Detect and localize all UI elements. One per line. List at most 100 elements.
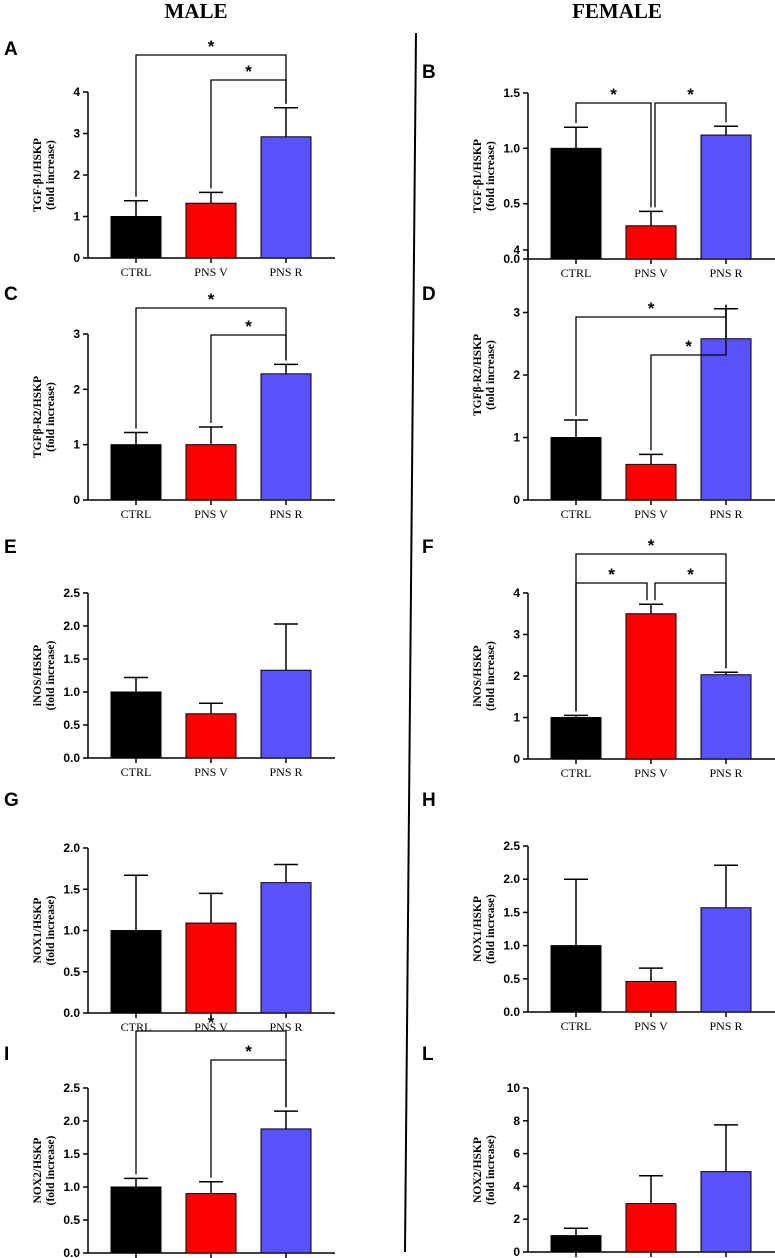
bar-pns-v <box>185 202 237 259</box>
y-tick-label: 1.0 <box>63 924 80 938</box>
significance-bracket <box>135 307 287 429</box>
significance-bracket <box>210 334 287 423</box>
y-tick-label: 0.5 <box>63 1213 80 1227</box>
x-tick-label: PNS V <box>194 765 228 779</box>
y-tick-label: 2.0 <box>63 1114 80 1128</box>
y-tick-label: 2 <box>73 168 80 182</box>
bar-pns-v <box>625 463 677 501</box>
y-tick-label: 0 <box>73 493 80 507</box>
y-tick-label: 2.5 <box>503 839 520 853</box>
panel-f: F 0 1 2 3 4 iNOS/HSKP (fold increase) CTRL PNS V P… <box>422 536 775 780</box>
x-tick-label: PNS R <box>269 507 302 521</box>
y-tick-label: 2.0 <box>63 841 80 855</box>
bar-pns-v <box>625 613 677 760</box>
panel-d: D 0 1 2 3 4 TGFβ-R2/HSKP (fold increase) CTRL PNS… <box>422 243 775 521</box>
y-axis-label: NOX1/HSKP <box>32 898 44 964</box>
bar-ctrl <box>110 1186 162 1254</box>
significance-star: * <box>648 299 655 318</box>
y-tick-label: 4 <box>513 586 520 600</box>
y-tick-label: 1.5 <box>63 882 80 896</box>
y-tick-label: 0.5 <box>503 972 520 986</box>
y-tick-label: 2 <box>513 669 520 683</box>
significance-bracket <box>654 582 727 669</box>
y-tick-label: 3 <box>73 127 80 141</box>
x-tick-label: CTRL <box>561 1019 592 1033</box>
y-tick-label: 3 <box>513 628 520 642</box>
bar-pns-r <box>700 674 752 760</box>
y-axis-label: (fold increase) <box>45 640 57 710</box>
significance-star: * <box>608 565 615 584</box>
y-tick-label: 2.5 <box>63 586 80 600</box>
bar-pns-r <box>700 134 752 260</box>
bar-pns-r <box>260 1128 312 1254</box>
bar-pns-r <box>260 136 312 259</box>
y-axis-label: (fold increase) <box>485 141 497 211</box>
y-tick-label: 2 <box>513 368 520 382</box>
y-tick-label: 8 <box>513 1114 520 1128</box>
bar-pns-v <box>625 980 677 1013</box>
x-tick-label: CTRL <box>561 266 592 280</box>
bar-ctrl <box>110 216 162 259</box>
y-tick-label: 4 <box>73 85 80 99</box>
y-tick-label: 0 <box>73 251 80 265</box>
y-tick-label: 4 <box>513 1179 520 1193</box>
y-axis-label: (fold increase) <box>45 382 57 452</box>
panel-e: E 0.0 0.5 1.0 1.5 2.0 2.5 iNOS/HSKP (fold increa… <box>4 537 335 779</box>
x-tick-label: CTRL <box>121 507 152 521</box>
bar-ctrl <box>110 691 162 759</box>
panel-letter: D <box>422 284 436 305</box>
bar-ctrl <box>550 945 602 1013</box>
y-tick-label: 0 <box>513 752 520 766</box>
panel-letter: B <box>422 62 436 83</box>
y-axis-label: NOX2/HSKP <box>32 1138 44 1204</box>
y-tick-label: 1 <box>513 711 520 725</box>
panel-h: H 0.0 0.5 1.0 1.5 2.0 2.5 NOX1/HSKP (fold increa… <box>422 790 775 1033</box>
x-tick-label: PNS V <box>194 265 228 279</box>
y-axis-label: NOX2/HSKP <box>472 1137 484 1203</box>
y-axis-label: (fold increase) <box>485 1135 497 1205</box>
panel-letter: H <box>422 790 436 811</box>
panel-letter: F <box>422 537 434 558</box>
y-tick-label: 3 <box>513 306 520 320</box>
y-tick-label: 1 <box>73 438 80 452</box>
y-axis-label: NOX1/HSKP <box>472 896 484 962</box>
x-tick-label: CTRL <box>121 765 152 779</box>
y-tick-label: 0 <box>513 493 520 507</box>
male-column-title: MALE <box>165 0 228 23</box>
x-tick-label: CTRL <box>561 507 592 521</box>
significance-bracket <box>654 102 727 208</box>
y-axis-label: (fold increase) <box>485 641 497 711</box>
y-tick-label: 2 <box>513 1212 520 1226</box>
x-tick-label: PNS R <box>709 266 742 280</box>
y-tick-label: 1.5 <box>503 905 520 919</box>
significance-star: * <box>245 317 252 336</box>
y-tick-label: 6 <box>513 1147 520 1161</box>
y-axis-label: iNOS/HSKP <box>32 645 44 706</box>
y-tick-label: 1.5 <box>63 1147 80 1161</box>
y-tick-label: 1.0 <box>63 685 80 699</box>
significance-star: * <box>685 337 692 356</box>
bar-pns-r <box>700 338 752 501</box>
significance-star: * <box>245 1042 252 1061</box>
x-tick-label: PNS V <box>634 766 668 780</box>
bar-ctrl <box>550 147 602 260</box>
panel-g: G 0.0 0.5 1.0 1.5 2.0 NOX1/HSKP (fold increase)… <box>4 790 335 1034</box>
y-axis-label: TGFβ-R2/HSKP <box>32 376 44 458</box>
y-tick-label: 0.5 <box>503 197 520 211</box>
y-axis-label: (fold increase) <box>485 894 497 964</box>
panel-letter: L <box>422 1044 434 1065</box>
y-tick-label: 1 <box>513 431 520 445</box>
bar-pns-r <box>260 882 312 1014</box>
x-tick-label: PNS V <box>634 266 668 280</box>
bar-ctrl <box>110 930 162 1014</box>
significance-star: * <box>687 565 694 584</box>
significance-star: * <box>687 85 694 104</box>
y-tick-label: 2.0 <box>503 872 520 886</box>
panel-c: C 0 1 2 3 TGFβ-R2/HSKP (fold increase) CTRL PNS … <box>4 284 335 521</box>
x-tick-label: CTRL <box>561 766 592 780</box>
x-tick-label: PNS V <box>194 507 228 521</box>
significance-star: * <box>245 62 252 81</box>
y-tick-label: 2 <box>73 382 80 396</box>
